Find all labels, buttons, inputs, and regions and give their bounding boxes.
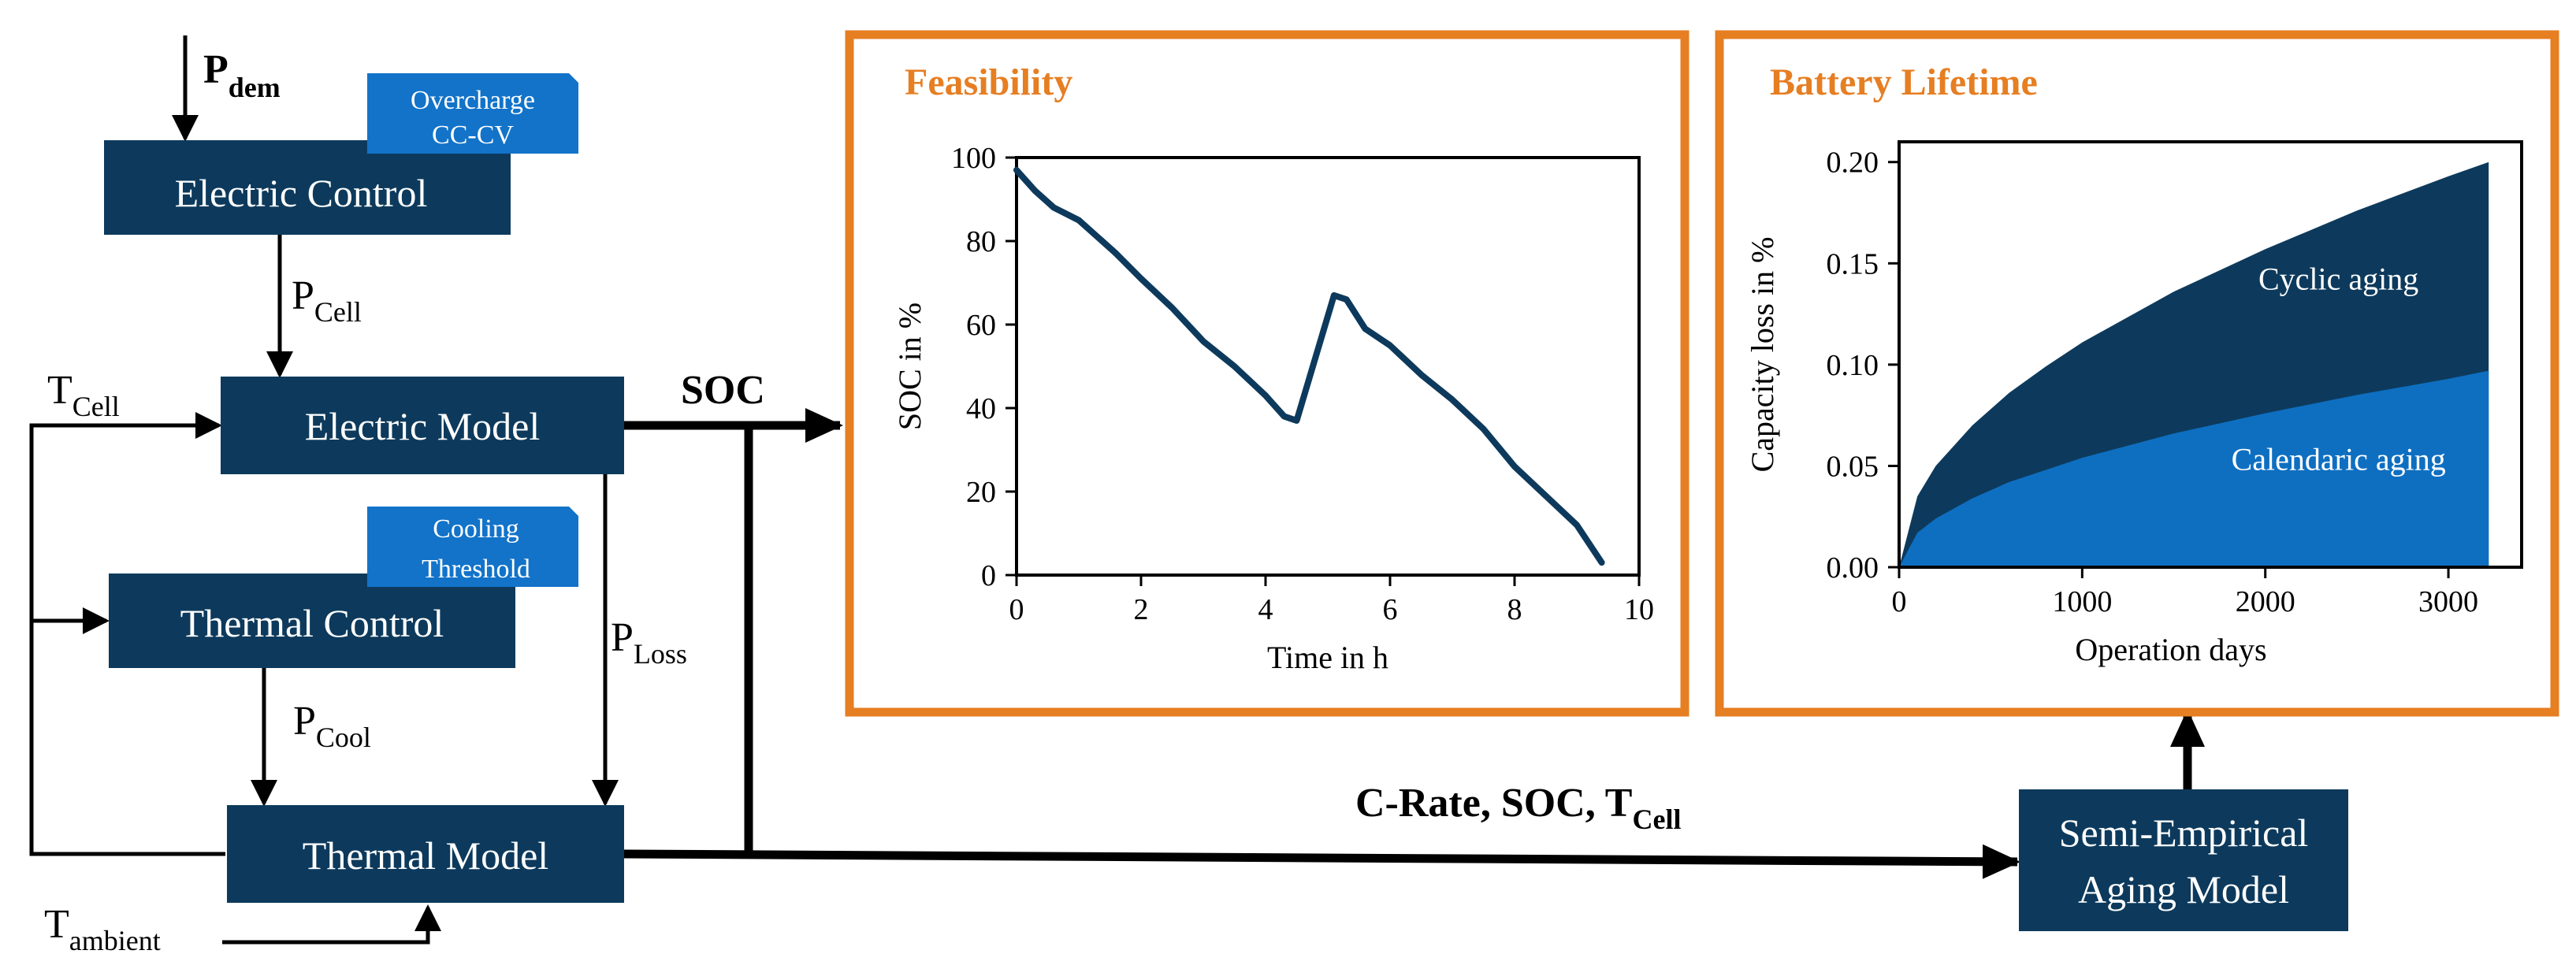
aging-y-tick-label: 0.15 bbox=[1827, 247, 1879, 280]
soc-series-line bbox=[1013, 166, 1605, 566]
cooling-tag-line1: Cooling bbox=[433, 514, 519, 544]
soc-y-tick-label: 80 bbox=[966, 225, 996, 258]
aging-y-tick-label: 0.00 bbox=[1827, 551, 1879, 585]
aging-model-box bbox=[2019, 789, 2348, 931]
overcharge-tag-line1: Overcharge bbox=[411, 86, 535, 115]
aging-x-tick-label: 2000 bbox=[2236, 585, 2295, 618]
cooling-tag-shape bbox=[367, 507, 578, 587]
battery-lifetime-panel-title: Battery Lifetime bbox=[1770, 61, 2038, 103]
aging-input-arrow bbox=[623, 844, 2020, 879]
p-dem-label: Pdem bbox=[203, 47, 281, 103]
soc-label: SOC bbox=[681, 368, 765, 413]
soc-y-axis-title: SOC in % bbox=[892, 303, 927, 430]
aging-y-tick-label: 0.10 bbox=[1827, 349, 1879, 382]
soc-y-tick-label: 40 bbox=[966, 392, 996, 425]
thermal-model-box bbox=[227, 805, 624, 903]
soc-x-axis-title: Time in h bbox=[1267, 640, 1388, 675]
thermal-control-box bbox=[109, 574, 515, 668]
aging-y-tick-label: 0.20 bbox=[1827, 147, 1879, 180]
p-cool-label: PCool bbox=[293, 699, 371, 753]
electric-model-block: Electric Model bbox=[221, 377, 624, 474]
soc-plot-frame bbox=[1015, 156, 1641, 577]
t-ambient-label: Tambient bbox=[44, 902, 161, 956]
electric-model-label: Electric Model bbox=[305, 404, 541, 448]
t-cell-label: TCell bbox=[47, 368, 120, 422]
overcharge-tag-line2: CC-CV bbox=[432, 121, 514, 150]
soc-x-tick-label: 4 bbox=[1258, 593, 1273, 626]
soc-y-tick-label: 0 bbox=[981, 559, 996, 592]
soc-y-tick-label: 100 bbox=[951, 142, 996, 175]
aging-x-tick-label: 3000 bbox=[2418, 585, 2478, 618]
battery-lifetime-panel: Battery Lifetime 0 1000 2000 3000 0.00 0.05 0.… bbox=[1715, 30, 2559, 717]
soc-x-tick-label: 8 bbox=[1507, 593, 1522, 626]
aging-chart: 0 1000 2000 3000 0.00 0.05 0.10 0.15 0.20 Operati… bbox=[1745, 140, 2523, 667]
aging-model-block: Semi-Empirical Aging Model bbox=[2019, 789, 2348, 931]
overcharge-tag-shape bbox=[367, 73, 578, 154]
t-cell-feedback-loop bbox=[29, 412, 225, 856]
connections bbox=[29, 35, 2205, 945]
electric-control-label: Electric Control bbox=[175, 171, 428, 215]
electric-model-box bbox=[221, 377, 624, 474]
soc-x-tick-label: 0 bbox=[1009, 593, 1024, 626]
p-loss-label: PLoss bbox=[611, 615, 687, 670]
cooling-tag: Cooling Threshold bbox=[367, 507, 578, 587]
soc-y-tick-label: 20 bbox=[966, 476, 996, 509]
electric-control-block: Electric Control bbox=[104, 140, 511, 235]
soc-x-tick-label: 2 bbox=[1134, 593, 1149, 626]
overcharge-tag: Overcharge CC-CV bbox=[367, 73, 578, 154]
feasibility-panel-title: Feasibility bbox=[905, 61, 1072, 103]
soc-x-tick-label: 6 bbox=[1383, 593, 1398, 626]
aging-x-tick-label: 0 bbox=[1892, 585, 1907, 618]
calendaric-aging-area bbox=[1899, 370, 2489, 567]
cooling-tag-line2: Threshold bbox=[422, 555, 530, 584]
feasibility-panel-border bbox=[845, 30, 1689, 717]
thermal-control-label: Thermal Control bbox=[180, 601, 444, 645]
p-cell-label: PCell bbox=[292, 273, 362, 328]
calendaric-aging-label: Calendaric aging bbox=[2232, 442, 2446, 477]
aging-inputs-label: C-Rate, SOC, TCell bbox=[1355, 781, 1681, 835]
aging-y-tick-label: 0.05 bbox=[1827, 450, 1879, 483]
electric-control-box bbox=[104, 140, 511, 235]
battery-lifetime-panel-border bbox=[1715, 30, 2559, 717]
cyclic-aging-label: Cyclic aging bbox=[2258, 262, 2418, 297]
aging-plot-frame bbox=[1898, 140, 2523, 569]
aging-y-axis-title: Capacity loss in % bbox=[1745, 237, 1780, 473]
thermal-model-block: Thermal Model bbox=[227, 805, 624, 903]
thermal-model-label: Thermal Model bbox=[303, 833, 548, 878]
t-ambient-arrow bbox=[222, 904, 441, 945]
aging-x-axis-title: Operation days bbox=[2075, 632, 2266, 667]
aging-model-label-line2: Aging Model bbox=[2078, 867, 2289, 911]
aging-model-label-line1: Semi-Empirical bbox=[2059, 811, 2309, 855]
soc-x-tick-label: 10 bbox=[1624, 593, 1654, 626]
aging-x-tick-label: 1000 bbox=[2052, 585, 2112, 618]
thermal-control-block: Thermal Control bbox=[109, 574, 515, 668]
soc-y-tick-label: 60 bbox=[966, 309, 996, 342]
